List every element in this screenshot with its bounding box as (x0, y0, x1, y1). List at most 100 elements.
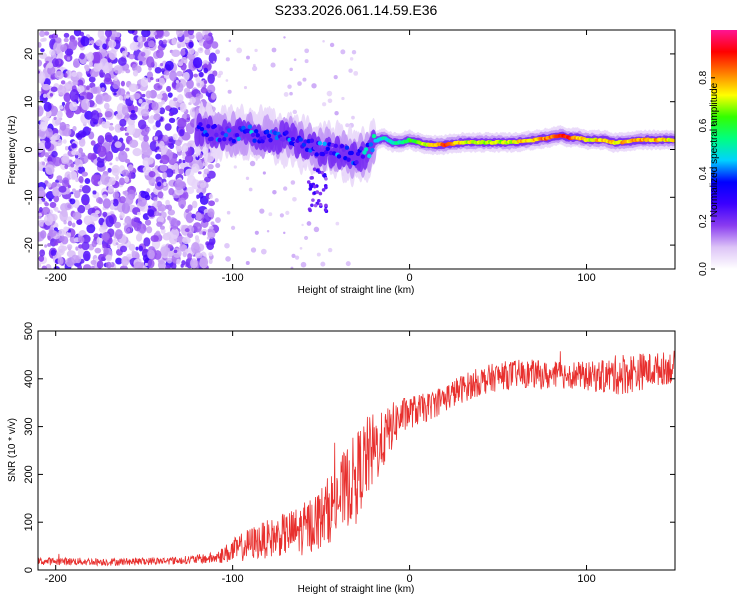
spectrogram-cell (38, 71, 46, 84)
spectrogram-cell (47, 235, 51, 240)
spectrogram-cell (73, 190, 81, 199)
snr-ytick-label: 400 (23, 370, 35, 388)
spectrogram-cell (81, 91, 87, 96)
spectrogram-cell (58, 104, 64, 110)
spectrogram-cell (97, 135, 105, 145)
spectrogram-cell (71, 71, 77, 77)
spectrogram-cell (53, 227, 59, 232)
spectrogram-cell (117, 111, 122, 115)
spectrogram-cell (51, 183, 56, 189)
spectrogram-cell (57, 210, 61, 213)
spectrogram-cell (312, 184, 317, 189)
spectrogram-cell (38, 105, 44, 117)
spectrogram-cell (333, 74, 338, 80)
spectrogram-cell (215, 49, 221, 55)
spectrogram-cell (243, 86, 248, 90)
spectrogram-heatmap (38, 30, 675, 269)
figure-title: S233.2026.061.14.59.E36 (275, 2, 438, 18)
spectrogram-cell (51, 58, 60, 68)
spectrogram-cell (115, 156, 119, 162)
spectrogram-cell (88, 127, 92, 132)
spectrogram-cell (212, 123, 217, 129)
spectrogram-cell (53, 206, 59, 212)
spectrogram-cell (189, 96, 196, 104)
spectrogram-cell (56, 118, 61, 123)
spectrogram-cell (208, 258, 213, 265)
spectrogram-cell (114, 70, 119, 74)
spectrogram-cell (211, 41, 219, 49)
spectrogram-cell (311, 83, 317, 89)
spectrogram-cell (104, 72, 112, 83)
spectrogram-cell (64, 82, 71, 90)
spectrogram-cell (181, 151, 185, 156)
spectrogram-cell (157, 215, 165, 223)
spectrogram-cell (41, 161, 46, 166)
spectrogram-cell (315, 168, 320, 173)
spectrogram-cell (272, 189, 277, 195)
spectrogram-cell (293, 58, 297, 62)
spectrogram-cell (298, 137, 303, 142)
spectrogram-cell (72, 188, 76, 192)
spectrogram-cell (167, 143, 173, 148)
spectrogram-cell (184, 154, 194, 163)
spectrogram-cell (146, 226, 153, 234)
spectrogram-cell (81, 171, 88, 177)
spectrogram-cell (291, 253, 296, 258)
spectrogram-cell (167, 209, 176, 216)
spectrogram-cell (132, 69, 139, 77)
spectrogram-cell (56, 110, 63, 119)
spectrogram-cell (169, 70, 177, 82)
spectrogram-cell (40, 48, 45, 53)
spectrogram-cell (54, 71, 64, 80)
spectrogram-cell (303, 139, 308, 144)
spectrogram-cell (72, 211, 82, 221)
spectrogram-cell (115, 31, 121, 38)
spectrogram-cell (233, 165, 237, 169)
spectrogram-cell (253, 129, 259, 134)
spectrogram-cell (142, 249, 147, 253)
spectrogram-cell (112, 168, 119, 174)
spectrogram-cell (118, 177, 126, 186)
spectrogram-cell (179, 102, 187, 113)
spectrogram-ytick-label: -20 (23, 237, 35, 253)
spectrogram-cell (119, 118, 127, 127)
spectrogram-cell (50, 86, 58, 93)
spectrogram-cell (43, 93, 47, 98)
spectrogram-cell (52, 186, 60, 197)
spectrogram-cell (194, 252, 203, 259)
spectrogram-cell (329, 42, 335, 48)
spectrogram-cell (314, 152, 319, 157)
spectrogram-cell (316, 252, 321, 257)
colorbar-tick-label: 0.0 (698, 262, 709, 276)
spectrogram-cell (67, 204, 72, 209)
spectrogram-cell (166, 257, 173, 264)
snr-xlabel: Height of straight line (km) (298, 584, 415, 595)
spectrogram-cell (281, 137, 286, 142)
spectrogram-cell (304, 59, 309, 64)
spectrogram-cell (289, 67, 293, 72)
spectrogram-cell (182, 251, 187, 258)
spectrogram-cell (349, 57, 354, 61)
spectrogram-cell (49, 92, 54, 97)
spectrogram-cell (38, 70, 41, 74)
spectrogram-cell (140, 108, 150, 117)
spectrogram-cell (90, 86, 100, 95)
spectrogram-cell (69, 171, 78, 181)
spectrogram-cell (214, 198, 219, 203)
spectrogram-cell (303, 235, 309, 240)
spectrogram-cell (170, 228, 180, 240)
spectrogram-cell (302, 77, 307, 82)
spectrogram-cell (208, 32, 213, 37)
spectrogram-cell (38, 199, 43, 205)
spectrogram-cell (60, 203, 69, 212)
spectrogram-cell (254, 230, 259, 235)
spectrogram-cell (207, 73, 215, 84)
spectrogram-cell (178, 168, 184, 175)
spectrogram-cell (171, 37, 177, 46)
spectrogram-cell (315, 190, 320, 194)
spectrogram-cell (153, 136, 159, 141)
spectrogram-cell (115, 242, 119, 246)
spectrogram-cell (160, 145, 168, 153)
spectrogram-cell (184, 248, 189, 253)
